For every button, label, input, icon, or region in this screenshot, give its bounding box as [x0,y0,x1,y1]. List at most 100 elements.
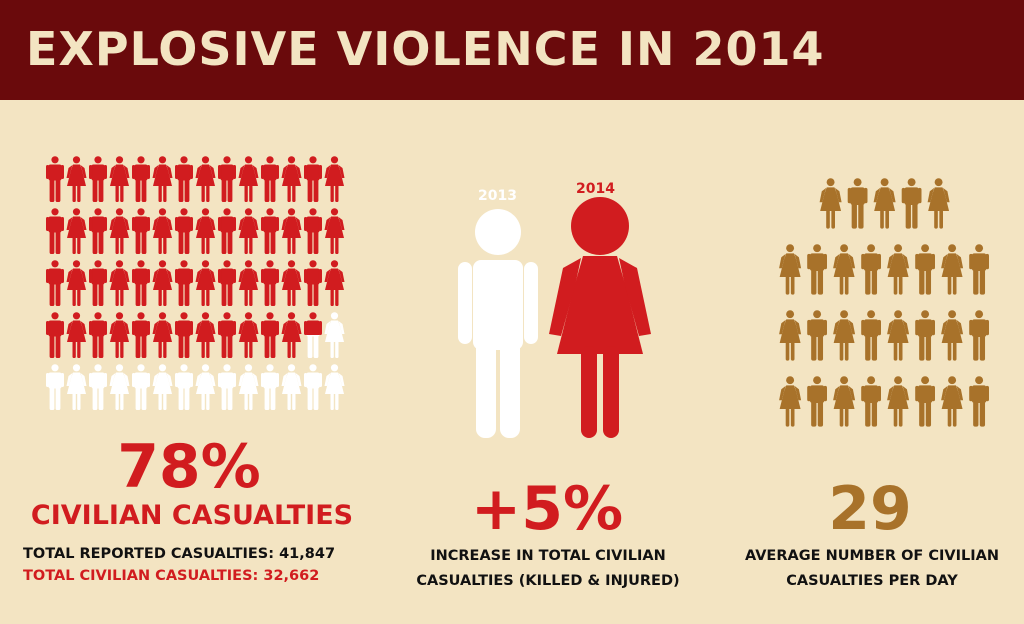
person-icon [941,376,964,427]
person-icon [175,312,193,358]
person-icon [324,156,345,202]
person-icon [132,208,150,254]
person-icon [66,156,87,202]
person-icon [238,312,259,358]
person-icon [304,208,322,254]
person-icon [238,156,259,202]
person-icon [324,208,345,254]
header-banner: EXPLOSIVE VIOLENCE IN 2014 [0,0,1024,100]
person-icon [89,312,107,358]
person-icon [779,376,802,427]
person-icon [218,364,236,410]
person-icon [66,364,87,410]
person-icon [281,364,302,410]
person-icon [887,310,910,361]
person-icon [324,260,345,306]
woman-2014-figure [549,197,651,438]
person-icon [281,156,302,202]
person-icon [261,364,279,410]
increase-label-line2: CASUALTIES (KILLED & INJURED) [416,573,680,589]
page-title: EXPLOSIVE VIOLENCE IN 2014 [26,22,825,76]
person-icon [969,244,989,295]
person-icon [941,310,964,361]
person-icon [873,178,896,229]
person-icon [807,376,827,427]
person-icon [109,208,130,254]
person-icon [915,310,935,361]
person-icon [969,310,989,361]
person-icon [887,376,910,427]
person-icon [281,208,302,254]
person-icon [175,208,193,254]
person-icon [46,208,64,254]
person-icon [324,364,345,410]
person-icon [89,364,107,410]
person-icon [833,376,856,427]
person-icon [66,208,87,254]
person-icon [132,260,150,306]
person-icon [901,178,922,229]
person-icon [195,208,216,254]
person-icon [281,260,302,306]
person-icon [132,312,150,358]
person-icon [915,376,935,427]
person-icon [175,260,193,306]
person-icon [89,260,107,306]
person-icon [175,364,193,410]
person-icon [132,364,150,410]
person-icon [833,244,856,295]
person-icon [46,260,64,306]
person-icon [109,156,130,202]
person-icon [969,376,989,427]
person-icon [887,244,910,295]
person-icon [152,156,173,202]
person-icon [238,208,259,254]
person-icon [281,312,302,358]
person-icon [218,312,236,358]
civilian-percent: 78% [117,432,261,502]
person-icon [152,260,173,306]
increase-label-line1: INCREASE IN TOTAL CIVILIAN [430,548,666,564]
person-icon [66,260,87,306]
person-icon [847,178,868,229]
person-icon [833,310,856,361]
person-icon [195,312,216,358]
person-icon [861,376,881,427]
daily-label-line2: CASUALTIES PER DAY [786,573,958,589]
daily-average-number: 29 [828,474,912,544]
person-icon [152,312,173,358]
person-icon [807,310,827,361]
person-icon [218,208,236,254]
civilian-casualties-label: CIVILIAN CASUALTIES [30,500,354,531]
person-icon [261,156,279,202]
person-icon [152,208,173,254]
person-icon [195,364,216,410]
person-icon [304,312,322,358]
person-icon [46,364,64,410]
total-reported-casualties: TOTAL REPORTED CASUALTIES: 41,847 [23,546,336,562]
person-icon [109,312,130,358]
person-icon [89,208,107,254]
person-icon [779,310,802,361]
increase-percent: +5% [470,474,624,544]
person-icon [261,260,279,306]
person-icon [238,364,259,410]
person-icon [109,260,130,306]
person-icon [46,312,64,358]
daily-label-line1: AVERAGE NUMBER OF CIVILIAN [744,548,1000,564]
daily-people-pyramid [779,178,989,427]
person-icon [218,260,236,306]
year-2013-label: 2013 [478,188,517,204]
person-icon [175,156,193,202]
total-civilian-casualties: TOTAL CIVILIAN CASUALTIES: 32,662 [23,568,320,584]
person-icon [941,244,964,295]
person-icon [861,244,881,295]
civilian-people-grid [46,156,345,410]
person-icon [807,244,827,295]
person-icon [927,178,950,229]
person-icon [819,178,842,229]
person-icon [779,244,802,295]
person-icon [915,244,935,295]
person-icon [261,208,279,254]
man-2013-figure [458,209,538,438]
